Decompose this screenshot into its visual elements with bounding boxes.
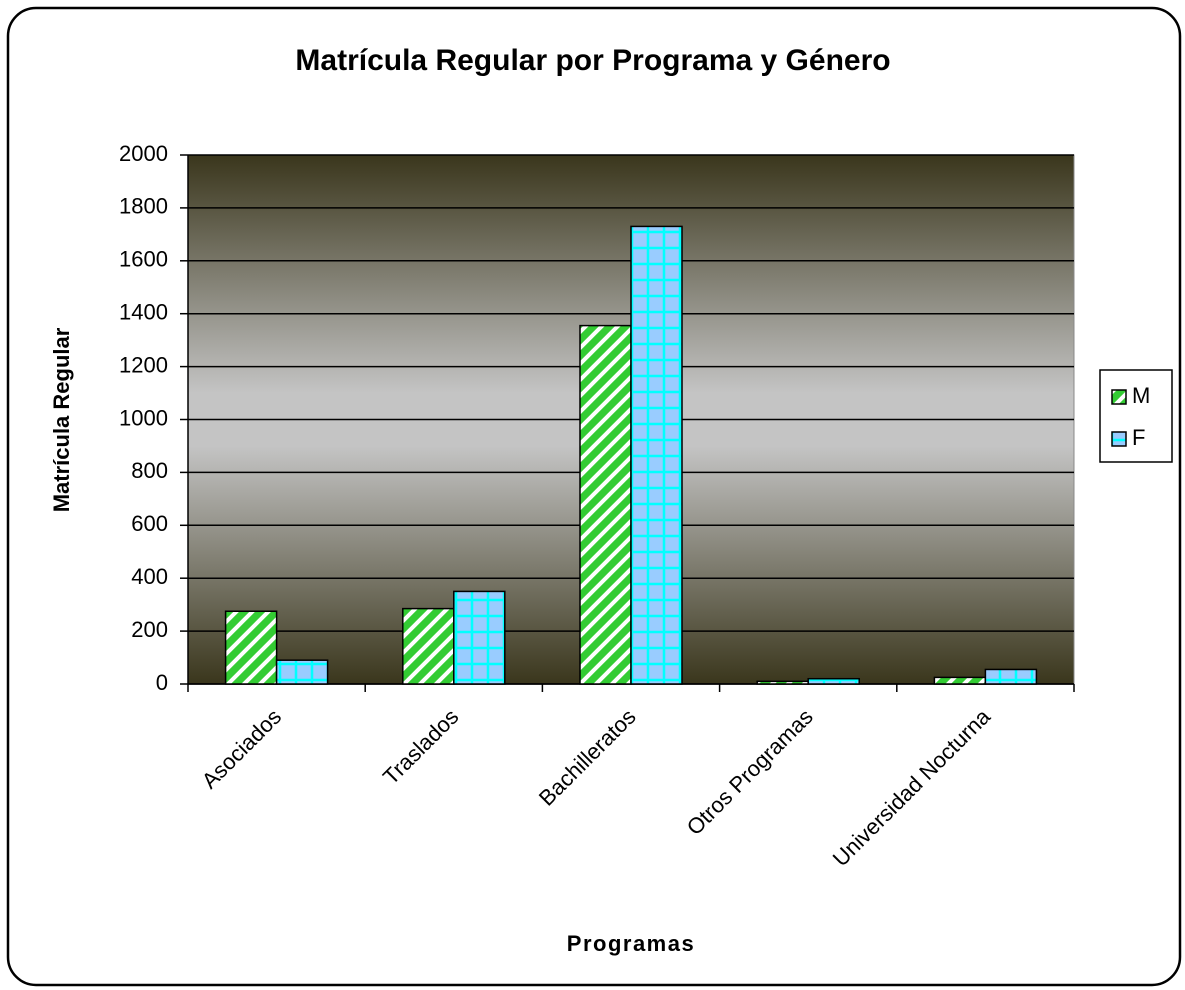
legend-label: M (1132, 383, 1150, 408)
bar (933, 676, 987, 685)
y-tick-label: 400 (131, 564, 168, 589)
y-tick-label: 1600 (119, 247, 168, 272)
y-tick-label: 2000 (119, 141, 168, 166)
bar (807, 677, 860, 685)
y-tick-label: 1800 (119, 194, 168, 219)
y-tick-label: 200 (131, 617, 168, 642)
bar (224, 610, 278, 685)
bar (630, 225, 683, 685)
bar (275, 659, 329, 685)
legend-swatch (1111, 431, 1127, 447)
bar (579, 324, 632, 685)
y-axis-label: Matrícula Regular (49, 327, 74, 512)
y-tick-label: 1200 (119, 352, 168, 377)
bar (402, 607, 455, 685)
bar (756, 680, 809, 685)
y-tick-label: 1000 (119, 405, 168, 430)
y-tick-label: 600 (131, 511, 168, 536)
legend-swatch (1111, 389, 1127, 405)
bar (984, 668, 1038, 685)
legend-label: F (1132, 425, 1145, 450)
x-axis-label: Programas (567, 931, 695, 956)
y-tick-label: 800 (131, 458, 168, 483)
bar (453, 590, 506, 685)
chart-title: Matrícula Regular por Programa y Género (295, 44, 890, 77)
y-tick-label: 1400 (119, 300, 168, 325)
y-tick-label: 0 (156, 670, 168, 695)
